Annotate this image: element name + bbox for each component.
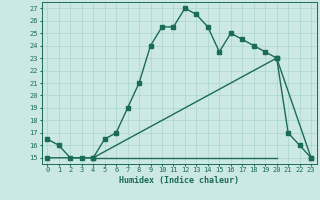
X-axis label: Humidex (Indice chaleur): Humidex (Indice chaleur) — [119, 176, 239, 185]
